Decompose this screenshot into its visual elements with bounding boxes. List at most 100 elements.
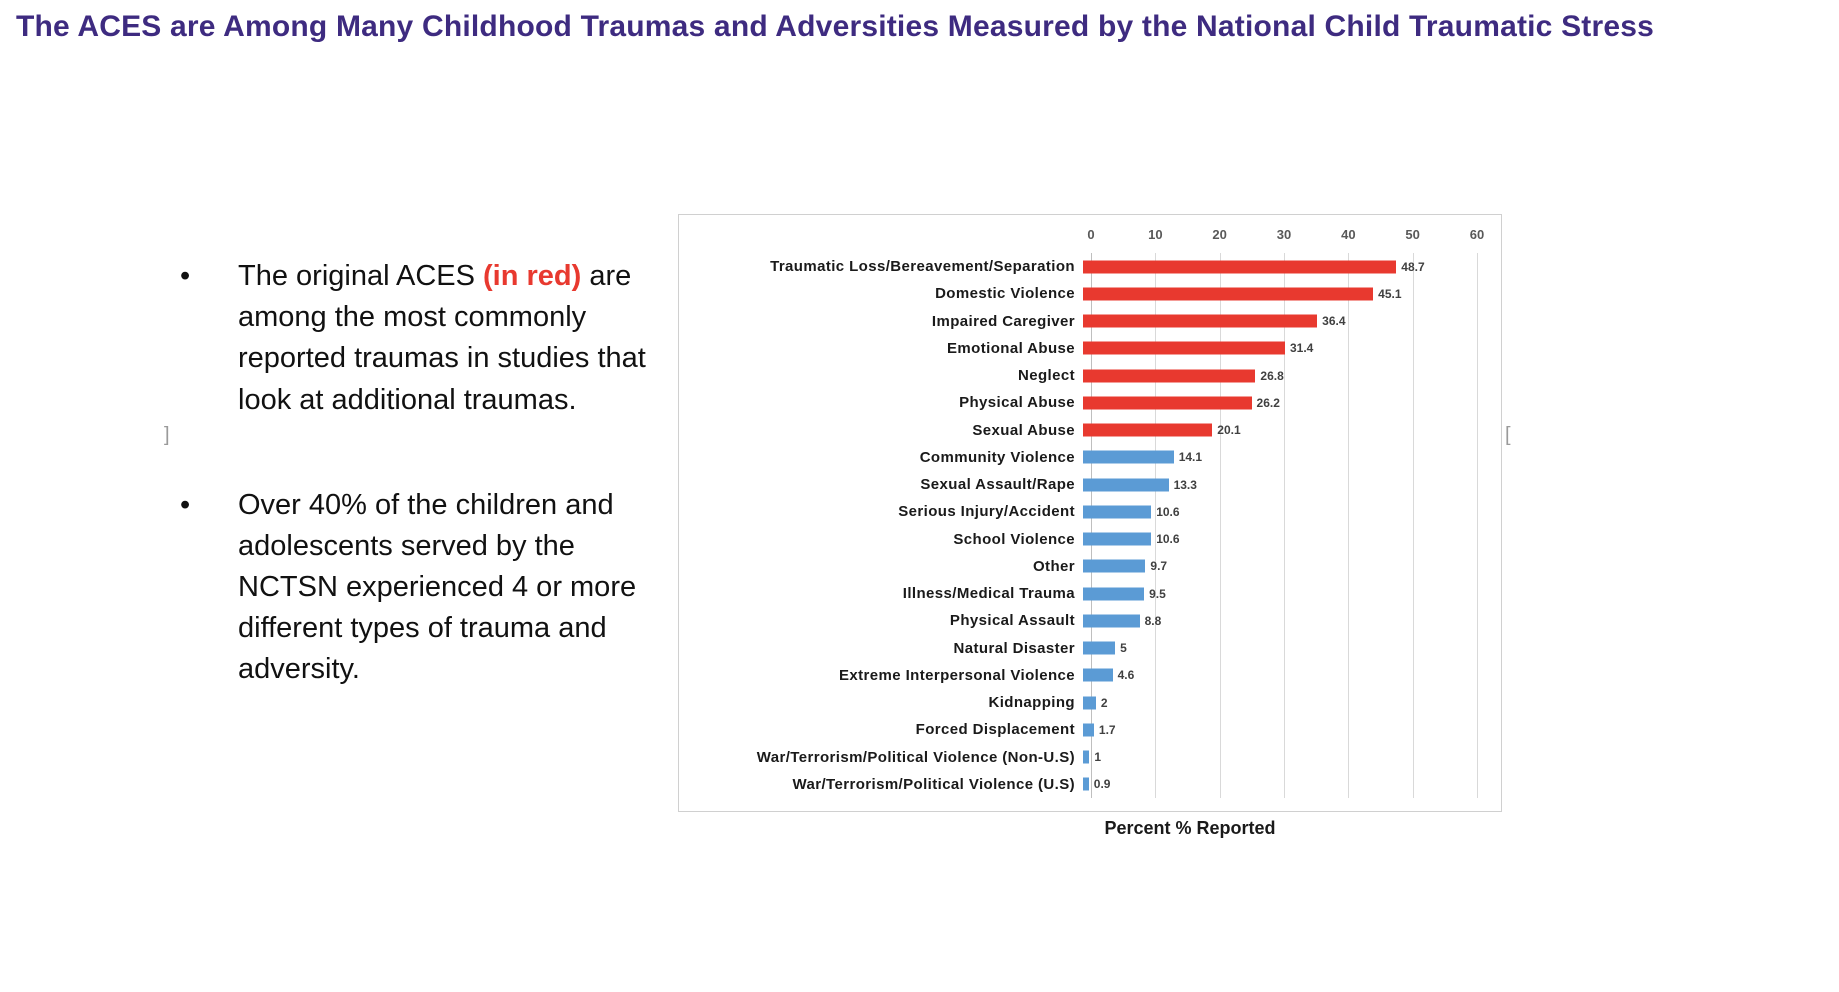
bar-zone: 31.4 xyxy=(1083,335,1469,362)
category-label: War/Terrorism/Political Violence (U.S) xyxy=(792,775,1075,793)
chart-row: Neglect 26.8 xyxy=(687,362,1495,389)
category-label: Kidnapping xyxy=(988,694,1075,712)
bullet-item-2: • Over 40% of the children and adolescen… xyxy=(172,485,677,691)
x-tick-label: 50 xyxy=(1405,227,1420,242)
gridline xyxy=(1284,253,1285,798)
chart-row: Kidnapping 2 xyxy=(687,689,1495,716)
bar-value-label: 14.1 xyxy=(1178,450,1203,465)
bar-value-label: 1 xyxy=(1094,750,1102,765)
bar-other xyxy=(1083,587,1145,601)
gridline xyxy=(1155,253,1157,798)
chart-row: Sexual Assault/Rape 13.3 xyxy=(687,471,1495,498)
bar-value-label: 8.8 xyxy=(1144,613,1162,628)
plot-area xyxy=(1091,253,1478,798)
category-label: Traumatic Loss/Bereavement/Separation xyxy=(770,258,1075,276)
bar-other xyxy=(1083,478,1169,492)
slide-title: The ACES are Among Many Childhood Trauma… xyxy=(16,10,1655,43)
bar-other xyxy=(1083,641,1116,655)
bullet-marker: • xyxy=(180,488,191,521)
category-label: Sexual Assault/Rape xyxy=(920,476,1075,494)
bullet-list: • The original ACES (in red) are among t… xyxy=(172,256,677,691)
bar-other xyxy=(1083,777,1089,791)
chart-row: Domestic Violence 45.1 xyxy=(687,280,1495,307)
x-tick-label: 60 xyxy=(1469,227,1485,242)
chart-row: School Violence 10.6 xyxy=(687,526,1495,553)
bar-aces xyxy=(1083,396,1252,410)
bar-zone: 20.1 xyxy=(1083,417,1469,444)
bar-zone: 10.6 xyxy=(1083,498,1469,525)
bar-other xyxy=(1083,614,1140,628)
bar-other xyxy=(1083,450,1174,464)
x-axis-label: Percent % Reported xyxy=(1104,818,1276,838)
chart-row: Illness/Medical Trauma 9.5 xyxy=(687,580,1495,607)
bar-aces xyxy=(1083,287,1374,301)
bar-zone: 2 xyxy=(1083,689,1469,716)
chart-row: Other 9.7 xyxy=(687,553,1495,580)
chart-row: Traumatic Loss/Bereavement/Separation 48.… xyxy=(687,253,1495,280)
gridline xyxy=(1477,253,1478,798)
category-label: Serious Injury/Accident xyxy=(898,503,1075,521)
bar-zone: 4.6 xyxy=(1083,662,1469,689)
chart-row: War/Terrorism/Political Violence (Non-U.… xyxy=(687,744,1495,771)
chart-row: Natural Disaster 5 xyxy=(687,635,1495,662)
category-label: Other xyxy=(1032,557,1075,575)
trauma-bar-chart: 0 10 20 30 40 50 60 Traumatic Loss/Bereavement… xyxy=(678,214,1502,812)
bar-other xyxy=(1083,532,1152,546)
bar-value-label: 5 xyxy=(1120,641,1127,656)
bar-zone: 8.8 xyxy=(1083,607,1469,634)
category-label: Physical Assault xyxy=(949,612,1075,630)
bullet-1-post: are among the most commonly reported tra… xyxy=(238,260,646,416)
bullet-2-text: Over 40% of the children and adolescents… xyxy=(238,488,637,686)
bar-value-label: 31.4 xyxy=(1290,341,1314,356)
bar-other xyxy=(1083,668,1113,682)
bar-other xyxy=(1083,750,1090,764)
category-label: Community Violence xyxy=(919,448,1075,466)
bar-value-label: 13.3 xyxy=(1173,477,1197,492)
category-label: Emotional Abuse xyxy=(947,339,1075,357)
category-label: Physical Abuse xyxy=(959,394,1075,412)
chart-row: Forced Displacement 1.7 xyxy=(687,716,1495,743)
bar-aces xyxy=(1083,314,1318,328)
category-label: Impaired Caregiver xyxy=(931,312,1075,330)
bar-value-label: 0.9 xyxy=(1093,777,1111,792)
bar-zone: 45.1 xyxy=(1083,280,1469,307)
bar-zone: 36.4 xyxy=(1083,308,1469,335)
category-label: Illness/Medical Trauma xyxy=(902,585,1075,603)
bar-value-label: 4.6 xyxy=(1117,668,1135,683)
bar-zone: 13.3 xyxy=(1083,471,1469,498)
bar-value-label: 1.7 xyxy=(1098,722,1116,737)
gridline xyxy=(1412,253,1414,798)
bar-zone: 5 xyxy=(1083,635,1469,662)
category-label: Natural Disaster xyxy=(953,639,1075,657)
bar-zone: 1.7 xyxy=(1083,716,1469,743)
bar-other xyxy=(1083,559,1146,573)
chart-rows: Traumatic Loss/Bereavement/Separation 48.… xyxy=(687,253,1495,798)
category-label: Neglect xyxy=(1018,367,1075,385)
chart-row: Serious Injury/Accident 10.6 xyxy=(687,498,1495,525)
bar-value-label: 48.7 xyxy=(1401,259,1425,274)
bar-other xyxy=(1083,505,1152,519)
bar-value-label: 26.8 xyxy=(1260,368,1284,383)
bullet-1-red-emphasis: (in red) xyxy=(483,260,582,292)
bullet-item-1: • The original ACES (in red) are among t… xyxy=(172,256,677,421)
x-axis-top: 0 10 20 30 40 50 60 xyxy=(1087,227,1484,247)
bar-zone: 0.9 xyxy=(1083,771,1469,798)
bar-value-label: 9.7 xyxy=(1150,559,1168,574)
chart-row: Physical Abuse 26.2 xyxy=(687,389,1495,416)
category-label: School Violence xyxy=(953,530,1075,548)
stray-bracket-right: [ xyxy=(1505,424,1511,446)
chart-row: Emotional Abuse 31.4 xyxy=(687,335,1495,362)
bar-value-label: 2 xyxy=(1100,695,1108,710)
category-label: War/Terrorism/Political Violence (Non-U.… xyxy=(756,748,1075,766)
bar-aces xyxy=(1083,369,1256,383)
bar-value-label: 45.1 xyxy=(1378,286,1402,301)
bar-zone: 9.7 xyxy=(1083,553,1469,580)
category-label: Extreme Interpersonal Violence xyxy=(839,666,1075,684)
bar-zone: 14.1 xyxy=(1083,444,1469,471)
chart-row: Sexual Abuse 20.1 xyxy=(687,417,1495,444)
x-tick-label: 10 xyxy=(1148,227,1163,242)
bar-value-label: 10.6 xyxy=(1156,504,1180,519)
bar-other xyxy=(1083,723,1094,737)
chart-row: War/Terrorism/Political Violence (U.S) 0.… xyxy=(687,771,1495,798)
bar-zone: 48.7 xyxy=(1083,253,1469,280)
